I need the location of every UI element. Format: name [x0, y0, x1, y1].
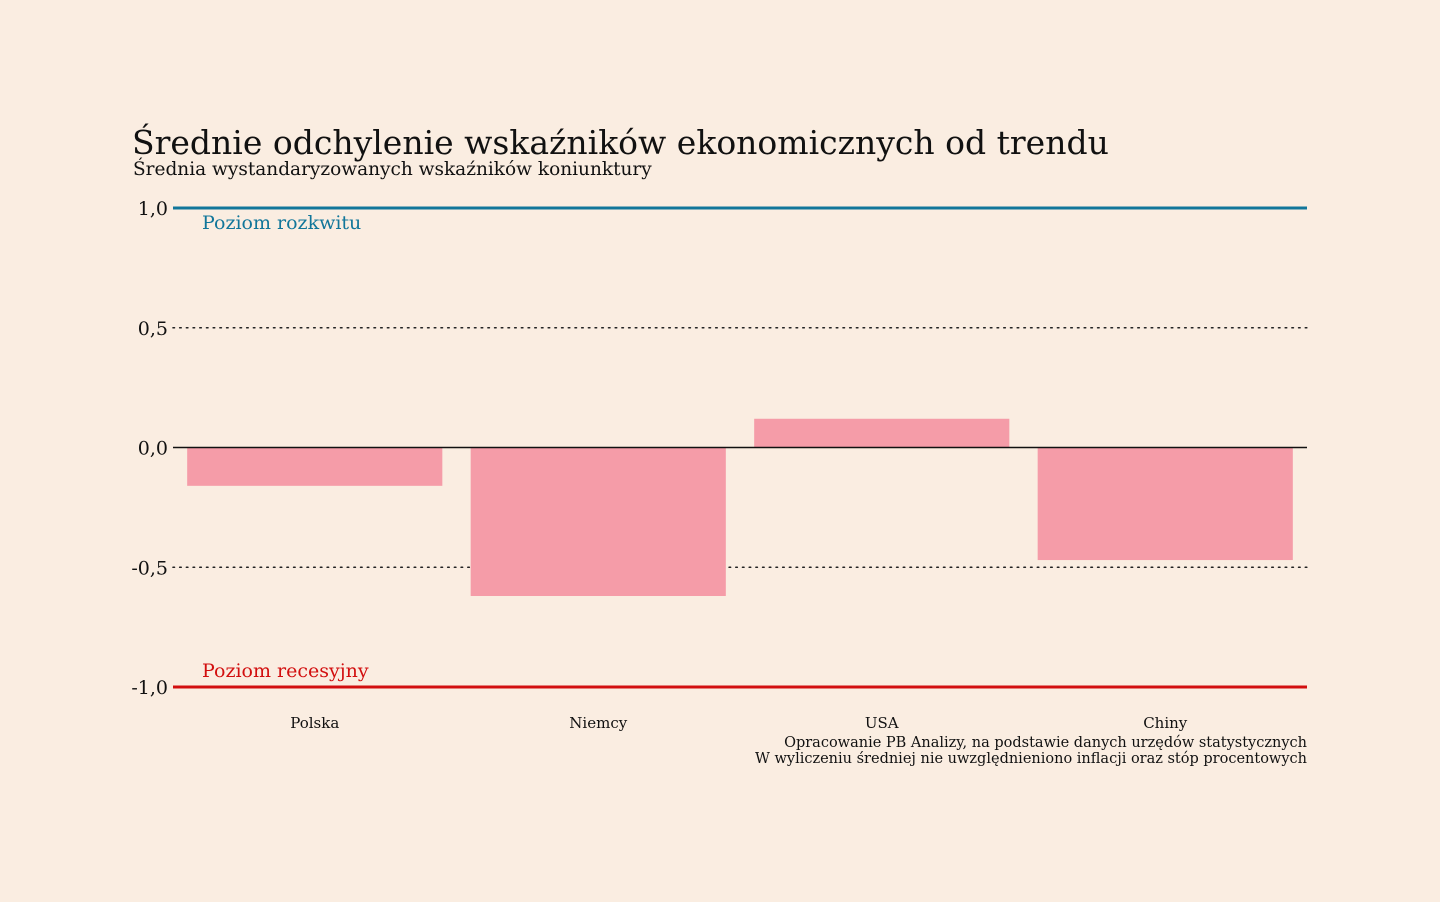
source-note: Opracowanie PB Analizy, na podstawie dan… — [755, 735, 1307, 767]
source-line-1: Opracowanie PB Analizy, na podstawie dan… — [784, 735, 1307, 751]
bar-polska — [187, 447, 443, 486]
reference-label-2: Poziom recesyjny — [202, 660, 369, 682]
bar-chiny — [1037, 447, 1293, 561]
chart-title: Średnie odchylenie wskaźników ekonomiczn… — [132, 123, 1109, 162]
x-tick-label: Niemcy — [569, 714, 627, 732]
y-tick-label: -0,5 — [131, 557, 168, 579]
y-tick-label: -1,0 — [131, 677, 168, 699]
y-tick-label: 1,0 — [138, 198, 168, 220]
x-tick-label: USA — [865, 714, 899, 732]
x-tick-label: Polska — [290, 714, 339, 732]
source-line-2: W wyliczeniu średniej nie uwzględnienion… — [754, 751, 1307, 767]
bar-usa — [754, 418, 1010, 448]
y-tick-label: 0,0 — [138, 438, 168, 460]
x-tick-label: Chiny — [1143, 714, 1188, 732]
y-tick-label: 0,5 — [138, 318, 168, 340]
chart-subtitle: Średnia wystandaryzowanych wskaźników ko… — [133, 159, 652, 180]
bar-niemcy — [470, 447, 726, 596]
reference-label-1: Poziom rozkwitu — [202, 212, 361, 234]
